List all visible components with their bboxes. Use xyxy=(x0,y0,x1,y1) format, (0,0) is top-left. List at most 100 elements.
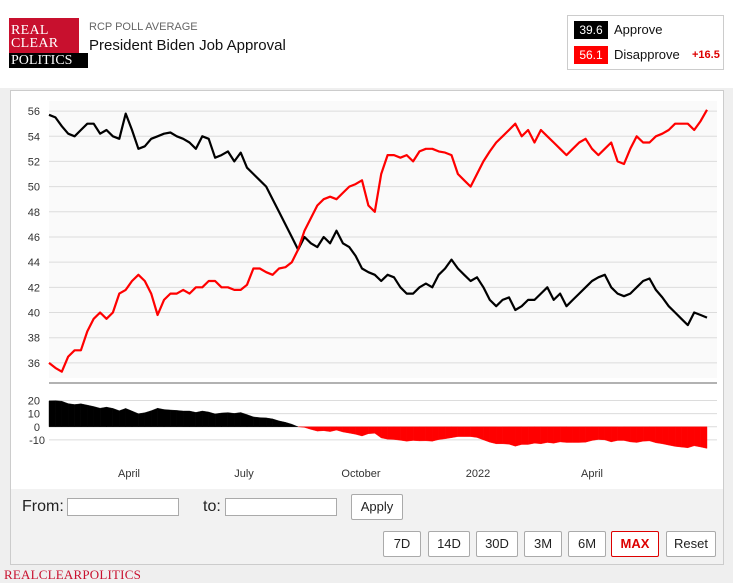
spread-bar xyxy=(400,426,407,442)
spread-bar xyxy=(246,414,254,427)
logo-line-2: CLEAR xyxy=(11,36,59,51)
spread-bar xyxy=(687,426,695,449)
spread-bar xyxy=(317,426,324,432)
disapprove-label: Disapprove xyxy=(614,47,680,62)
spread-bar xyxy=(540,426,548,445)
spread-bar xyxy=(368,426,375,434)
spread-y-tick-label: -10 xyxy=(29,435,45,447)
spread-bar xyxy=(393,426,401,441)
spread-y-tick-label: 0 xyxy=(34,422,40,434)
spread-bar xyxy=(496,426,503,444)
spread-bar xyxy=(176,410,184,427)
range-max-button[interactable]: MAX xyxy=(611,531,659,557)
spread-bar xyxy=(336,426,344,433)
spread-bar xyxy=(662,426,669,446)
spread-bar xyxy=(387,426,395,440)
x-tick-label: 2022 xyxy=(466,468,490,480)
spread-bar xyxy=(515,426,522,447)
footer-brand[interactable]: REALCLEARPOLITICS xyxy=(4,567,142,582)
spread-bar xyxy=(125,408,133,427)
spread-bar xyxy=(508,426,516,447)
spread-bar xyxy=(412,426,420,442)
range-controls: From: to: Apply 7D 14D 30D 3M 6M MAX Res… xyxy=(10,489,724,565)
spread-bar xyxy=(611,426,618,443)
spread-bar xyxy=(208,411,216,427)
spread-bar xyxy=(655,426,663,445)
x-tick-label: April xyxy=(118,468,140,480)
series-line-disapprove xyxy=(48,109,708,373)
spread-bar xyxy=(304,426,312,430)
spread-bar xyxy=(61,400,69,427)
reset-button[interactable]: Reset xyxy=(666,531,716,557)
range-3m-button[interactable]: 3M xyxy=(524,531,562,557)
y-tick-label: 44 xyxy=(28,257,40,269)
spread-bar xyxy=(361,426,369,437)
header: REAL CLEAR POLITICS RCP POLL AVERAGE Pre… xyxy=(0,0,733,88)
from-date-input[interactable] xyxy=(67,498,179,516)
spread-bar xyxy=(138,412,145,427)
x-tick-label: April xyxy=(581,468,603,480)
to-label: to: xyxy=(203,498,221,515)
spread-bar xyxy=(48,400,56,427)
y-tick-label: 42 xyxy=(28,282,40,294)
spread-bar xyxy=(572,426,580,443)
spread-value: +16.5 xyxy=(692,49,720,61)
spread-bar xyxy=(240,412,248,427)
y-tick-label: 46 xyxy=(28,232,40,244)
x-tick-label: October xyxy=(341,468,380,480)
spread-bar xyxy=(547,426,554,444)
spread-bar xyxy=(310,426,318,432)
spread-bar xyxy=(157,407,165,427)
legend-disapprove: 56.1 Disapprove +16.5 xyxy=(574,46,720,64)
to-date-input[interactable] xyxy=(225,498,337,516)
spread-bar xyxy=(566,426,573,443)
spread-bar xyxy=(623,426,631,443)
spread-bar xyxy=(189,410,197,427)
spread-bar xyxy=(668,426,676,447)
spread-bar xyxy=(278,420,286,427)
spread-bar xyxy=(553,426,561,444)
spread-bar xyxy=(585,426,593,443)
spread-bar xyxy=(80,403,88,427)
rcp-logo[interactable]: REAL CLEAR POLITICS xyxy=(9,18,88,68)
approve-label: Approve xyxy=(614,22,663,37)
chart-panel: 36 38 40 42 44 46 48 50 52 54 56 20 10 0 -10 April July O… xyxy=(10,90,724,490)
spread-bar xyxy=(534,426,542,445)
spread-bar xyxy=(112,408,120,427)
spread-bar xyxy=(598,426,605,441)
y-tick-label: 50 xyxy=(28,182,40,194)
spread-bar xyxy=(329,426,337,432)
spread-bar xyxy=(642,426,650,442)
spread-bar xyxy=(438,426,446,440)
range-6m-button[interactable]: 6M xyxy=(568,531,606,557)
spread-bar xyxy=(183,410,190,427)
spread-bar xyxy=(591,426,599,441)
from-label: From: xyxy=(22,498,64,515)
approve-value: 39.6 xyxy=(574,21,608,39)
y-tick-label: 52 xyxy=(28,156,40,168)
spread-bar xyxy=(99,406,107,427)
spread-bar xyxy=(579,426,586,443)
spread-bar xyxy=(419,426,427,442)
spread-bar xyxy=(323,426,331,432)
page-title: President Biden Job Approval xyxy=(89,37,286,54)
spread-bar xyxy=(131,410,139,427)
range-7d-button[interactable]: 7D xyxy=(383,531,421,557)
spread-bar xyxy=(444,426,452,440)
spread-bar xyxy=(259,417,267,427)
x-tick-label: July xyxy=(234,468,254,480)
range-30d-button[interactable]: 30D xyxy=(476,531,518,557)
range-14d-button[interactable]: 14D xyxy=(428,531,470,557)
spread-bar xyxy=(617,426,625,441)
spread-bar xyxy=(374,426,382,439)
spread-bar xyxy=(349,426,356,435)
spread-bar xyxy=(700,426,708,449)
spread-y-tick-label: 10 xyxy=(28,409,40,421)
poll-kicker: RCP POLL AVERAGE xyxy=(89,21,198,33)
spread-bar xyxy=(464,426,471,437)
spread-bar xyxy=(119,408,126,427)
spread-bar xyxy=(425,426,433,442)
apply-button[interactable]: Apply xyxy=(351,494,403,520)
spread-bar xyxy=(342,426,350,434)
